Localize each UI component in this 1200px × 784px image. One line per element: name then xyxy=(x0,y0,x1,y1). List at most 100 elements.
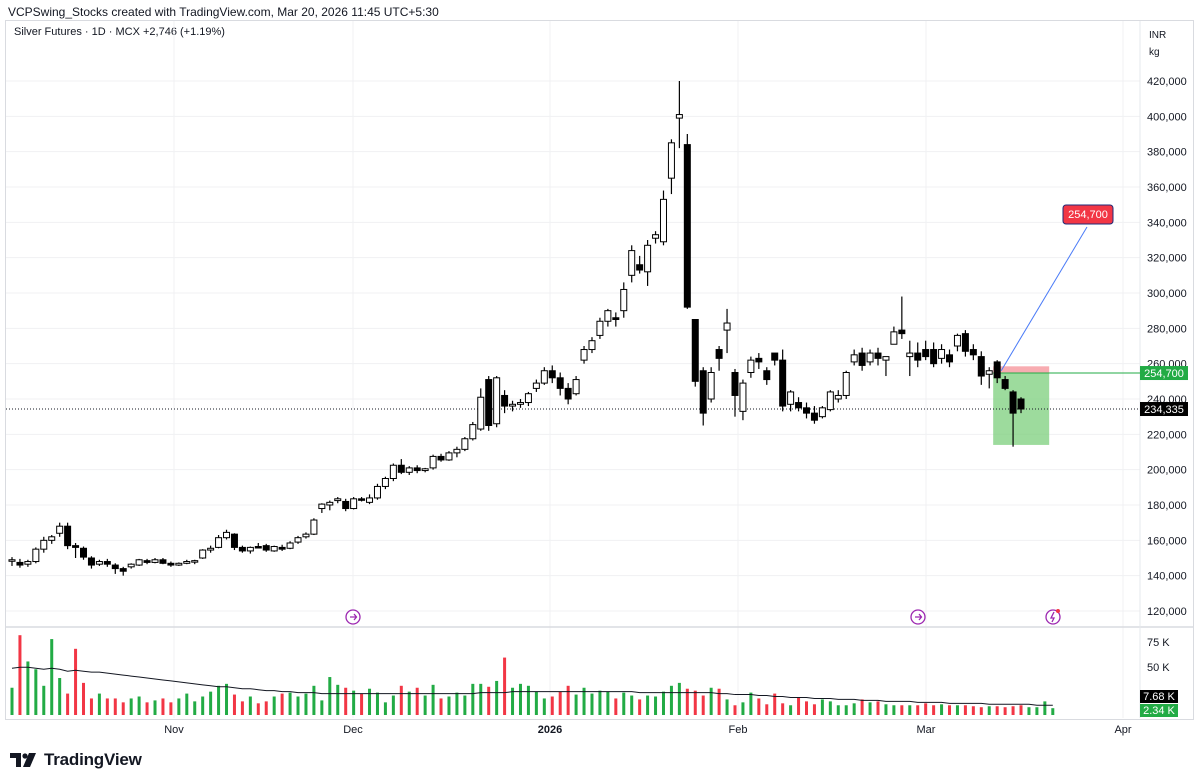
y-tick-label: 300,000 xyxy=(1147,288,1187,300)
candle-body xyxy=(135,559,143,566)
target-projection-line xyxy=(1000,226,1088,371)
candle-body xyxy=(985,370,993,375)
candle-body xyxy=(906,352,914,358)
volume-bar xyxy=(97,693,101,715)
event-marker-arrow xyxy=(915,613,923,621)
candle-body xyxy=(405,467,413,473)
candle-body xyxy=(1001,379,1009,389)
candle-body xyxy=(977,356,985,377)
volume-bar xyxy=(606,691,610,715)
candle-body xyxy=(588,340,596,351)
volume-bar xyxy=(1043,701,1047,715)
volume-bar xyxy=(1003,707,1007,715)
volume-bar xyxy=(89,698,93,715)
volume-bar xyxy=(193,701,197,715)
candle-body xyxy=(294,537,302,543)
candle-body xyxy=(890,331,898,345)
volume-bar xyxy=(693,690,697,715)
volume-bar xyxy=(924,703,928,715)
tradingview-logo[interactable]: TradingView xyxy=(10,750,142,770)
candle-body xyxy=(95,561,103,565)
y-tick-label: 320,000 xyxy=(1147,253,1187,265)
volume-bar xyxy=(709,687,713,715)
candle-body xyxy=(64,525,72,547)
candle-body xyxy=(763,370,771,381)
volume-bar xyxy=(264,701,268,715)
symbol-legend[interactable]: Silver Futures · 1D · MCX +2,746 (+1.19%… xyxy=(14,26,225,38)
volume-bar xyxy=(622,692,626,715)
volume-bar xyxy=(153,700,157,715)
volume-bar xyxy=(781,703,785,715)
volume-bar xyxy=(749,692,753,715)
candle-body xyxy=(493,377,501,425)
volume-ma-line xyxy=(11,666,1053,706)
candle-body xyxy=(795,402,803,409)
volume-bar xyxy=(852,703,856,715)
candle-body xyxy=(818,407,826,418)
y-tick-label: 220,000 xyxy=(1147,429,1187,441)
volume-bar xyxy=(932,705,936,715)
candle-body xyxy=(1017,398,1025,410)
volume-bar xyxy=(1019,705,1023,715)
candle-body xyxy=(604,310,612,322)
candle-body xyxy=(548,370,556,379)
volume-bar xyxy=(479,683,483,715)
candle-body xyxy=(56,525,64,534)
volume-bar xyxy=(415,687,419,715)
volume-bar xyxy=(232,694,236,715)
volume-bar xyxy=(828,701,832,715)
currency-unit-box[interactable]: INR kg xyxy=(1149,27,1166,61)
candle-body xyxy=(516,402,524,405)
volume-bar xyxy=(304,693,308,715)
volume-bar xyxy=(344,687,348,715)
volume-bar xyxy=(399,685,403,715)
volume-bar xyxy=(487,686,491,715)
volume-bar xyxy=(121,702,125,715)
candle-body xyxy=(48,536,56,541)
candle-body xyxy=(882,356,890,361)
candle-body xyxy=(532,382,540,389)
volume-bar xyxy=(391,695,395,715)
candle-body xyxy=(850,354,858,363)
volume-bar xyxy=(876,701,880,715)
currency-code: INR xyxy=(1149,30,1167,41)
volume-bar xyxy=(654,696,658,715)
volume-bar xyxy=(773,693,777,715)
volume-bar xyxy=(375,692,379,715)
volume-bar xyxy=(407,691,411,715)
candle-body xyxy=(183,561,191,564)
x-tick-label: Feb xyxy=(729,724,748,736)
volume-bar xyxy=(145,702,149,715)
volume-bar xyxy=(701,695,705,715)
volume-bar xyxy=(844,705,848,715)
candle-body xyxy=(652,234,660,239)
volume-bar xyxy=(963,705,967,715)
volume-bar xyxy=(789,705,793,715)
volume-bar xyxy=(1011,706,1015,715)
candle-body xyxy=(8,559,16,562)
entry-price-tag xyxy=(1140,366,1188,381)
volume-ma-label: 2.34 K xyxy=(1143,705,1175,717)
candle-body xyxy=(993,361,1001,379)
volume-bar xyxy=(685,688,689,715)
candle-body xyxy=(858,352,866,366)
candle-body xyxy=(596,320,604,336)
candle-body xyxy=(946,354,954,363)
candle-body xyxy=(572,379,580,395)
candle-body xyxy=(715,349,723,359)
volume-bar xyxy=(566,685,570,715)
volume-bar xyxy=(439,698,443,715)
x-tick-label: Apr xyxy=(1114,724,1131,736)
y-tick-label: 120,000 xyxy=(1147,606,1187,618)
candle-body xyxy=(477,396,485,430)
y-tick-label: 420,000 xyxy=(1147,76,1187,88)
volume-bar xyxy=(58,678,62,715)
candle-body xyxy=(286,542,294,549)
candle-body xyxy=(326,501,334,506)
volume-bar xyxy=(860,699,864,715)
volume-bar xyxy=(995,706,999,715)
chart-panel[interactable] xyxy=(5,20,1194,720)
candle-body xyxy=(969,349,977,356)
volume-bar xyxy=(558,691,562,715)
